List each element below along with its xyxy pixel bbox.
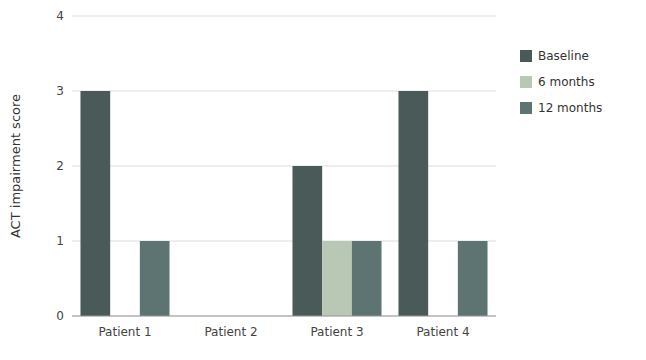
bar	[352, 241, 382, 316]
bar	[292, 166, 322, 316]
grid	[72, 16, 496, 316]
grid-line	[72, 316, 496, 317]
y-tick-label: 0	[56, 309, 64, 323]
x-tick-label: Patient 4	[416, 325, 469, 339]
x-tick-label: Patient 3	[310, 325, 363, 339]
x-tick-label: Patient 1	[98, 325, 151, 339]
grid-line	[72, 91, 496, 92]
grid-line	[72, 16, 496, 17]
y-tick-label: 4	[56, 9, 64, 23]
grid-line	[72, 241, 496, 242]
legend-swatch	[520, 102, 532, 114]
y-axis-label: ACT impairment score	[8, 94, 23, 238]
legend-label: 6 months	[538, 75, 595, 89]
bar	[322, 241, 352, 316]
chart-container: 0 1 2 3 4 Patient 1 Patient 2 Patient 3 Patient …	[0, 0, 646, 360]
page: {"chart_data": {"type": "bar", "categori…	[0, 0, 646, 360]
grid-line	[72, 166, 496, 167]
bar	[80, 91, 110, 316]
chart: 0 1 2 3 4 Patient 1 Patient 2 Patient 3 Patient …	[0, 0, 646, 360]
y-tick-label: 3	[56, 84, 64, 98]
bars	[80, 91, 487, 316]
y-tick-label: 2	[56, 159, 64, 173]
x-axis-line	[72, 316, 496, 317]
legend-label: 12 months	[538, 101, 602, 115]
legend: Baseline 6 months 12 months	[520, 49, 602, 115]
x-tick-label: Patient 2	[204, 325, 257, 339]
legend-label: Baseline	[538, 49, 589, 63]
legend-swatch	[520, 76, 532, 88]
bar	[140, 241, 170, 316]
bar	[398, 91, 428, 316]
y-tick-label: 1	[56, 234, 64, 248]
legend-swatch	[520, 50, 532, 62]
bar	[458, 241, 488, 316]
